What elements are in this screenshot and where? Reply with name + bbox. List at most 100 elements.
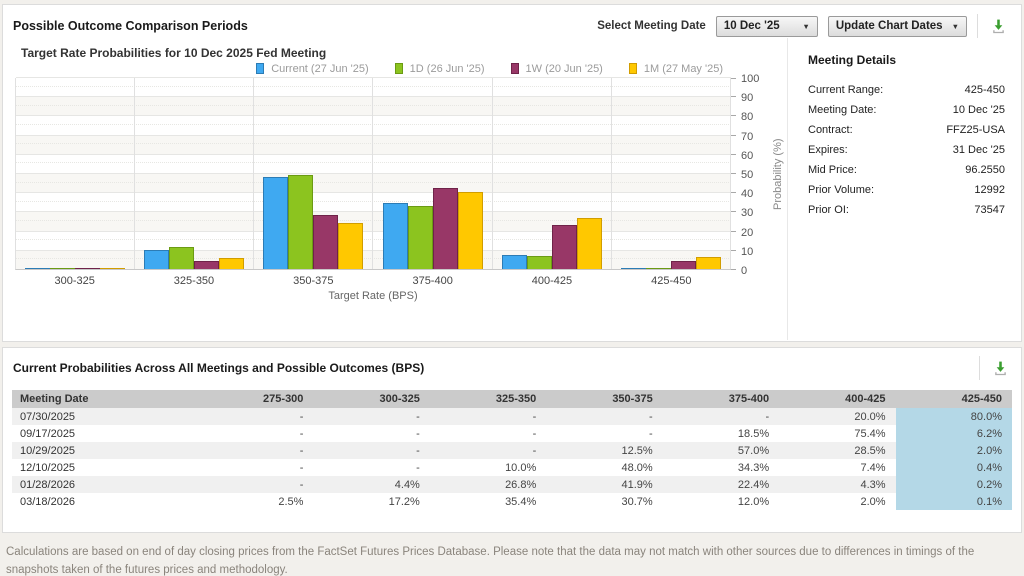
gridline-dotted	[16, 239, 731, 241]
probability-cell: -	[197, 459, 314, 476]
bar	[457, 192, 483, 269]
probability-cell: -	[197, 476, 314, 493]
column-header: 325-350	[429, 390, 547, 408]
update-chart-dates-button[interactable]: Update Chart Dates ▼	[827, 15, 967, 37]
table-header: Current Probabilities Across All Meeting…	[3, 348, 1021, 382]
gridline-dotted	[16, 162, 731, 164]
probability-cell: -	[429, 442, 547, 459]
probability-cell: 17.2%	[313, 493, 430, 510]
y-tick-label: 50	[741, 169, 754, 181]
x-tick-label: 350-375	[293, 275, 334, 287]
x-tick-label: 300-325	[54, 275, 95, 287]
legend-swatch-icon	[256, 63, 265, 74]
gridline	[16, 153, 731, 155]
bar	[50, 268, 76, 269]
chevron-down-icon: ▼	[802, 21, 810, 31]
detail-label: Prior OI:	[808, 204, 849, 216]
probability-cell: 0.2%	[895, 476, 1012, 493]
y-axis-title: Probability (%)	[772, 138, 784, 210]
update-chart-dates-label: Update Chart Dates	[835, 20, 943, 32]
probability-cell: 12.5%	[546, 442, 663, 459]
chart-area: 0 10 20 30 40 50 60 70 80 90 100 Probability (%)	[15, 73, 787, 277]
panel-body: Target Rate Probabilities for 10 Dec 202…	[3, 38, 1021, 340]
download-table-button[interactable]	[990, 360, 1011, 377]
detail-label: Expires:	[808, 144, 848, 156]
probability-cell: 20.0%	[779, 408, 896, 425]
meeting-date-select[interactable]: 10 Dec '25 ▼	[715, 15, 818, 37]
x-tick-label: 375-400	[412, 275, 453, 287]
detail-label: Current Range:	[808, 84, 884, 96]
download-chart-button[interactable]	[988, 18, 1009, 35]
detail-label: Contract:	[808, 124, 853, 136]
bar	[169, 246, 195, 269]
probability-cell: 80.0%	[895, 408, 1012, 425]
y-tick	[731, 230, 736, 232]
y-tick-label: 10	[741, 245, 754, 258]
y-tick	[731, 78, 736, 79]
divider	[979, 356, 980, 380]
gridline-dotted	[16, 124, 731, 125]
legend-item-3[interactable]: 1W (20 Jun '25)	[510, 63, 603, 75]
probability-cell: 22.4%	[662, 476, 780, 493]
detail-row: Prior Volume: 12992	[808, 184, 1005, 196]
bar-chart-plot	[15, 77, 731, 270]
y-tick	[731, 173, 736, 174]
meeting-date-cell: 09/17/2025	[12, 425, 197, 442]
y-tick	[731, 96, 736, 98]
probability-cell: -	[662, 408, 780, 425]
legend-item-4[interactable]: 1M (27 May '25)	[628, 63, 723, 75]
y-tick-label: 100	[741, 73, 760, 85]
column-header: 400-425	[779, 390, 896, 408]
probability-cell: 6.2%	[895, 425, 1012, 442]
y-tick	[731, 115, 736, 117]
probability-cell: 48.0%	[546, 459, 663, 476]
bar-group-350-375	[254, 78, 374, 269]
divider	[977, 14, 978, 38]
detail-value: 10 Dec '25	[952, 104, 1005, 116]
meeting-date-cell: 10/29/2025	[12, 442, 197, 459]
bar	[288, 174, 314, 269]
meeting-date-cell: 12/10/2025	[12, 459, 197, 476]
page-title: Possible Outcome Comparison Periods	[13, 19, 248, 33]
select-meeting-date-label: Select Meeting Date	[597, 20, 706, 32]
legend-item-1[interactable]: Current (27 Jun '25)	[256, 63, 369, 75]
probability-cell: -	[197, 408, 314, 425]
y-tick	[731, 249, 736, 251]
probability-cell: -	[546, 408, 663, 425]
detail-value: 425-450	[964, 84, 1005, 96]
probability-cell: -	[546, 425, 663, 442]
download-icon	[993, 19, 1004, 33]
y-tick	[731, 211, 736, 213]
gridline-dotted	[16, 220, 731, 221]
legend-swatch-icon	[510, 63, 519, 74]
table-row: 12/10/2025- -10.0% 48.0% 34.3% 7.4% 0.4%	[12, 459, 1012, 476]
column-header: 300-325	[313, 390, 430, 408]
meeting-date-cell: 03/18/2026	[12, 493, 197, 510]
table-title: Current Probabilities Across All Meeting…	[13, 361, 425, 375]
probability-cell: 0.1%	[895, 493, 1012, 510]
gridline	[16, 249, 731, 251]
gridline	[16, 96, 731, 98]
chart-title: Target Rate Probabilities for 10 Dec 202…	[21, 46, 327, 60]
probability-cell: 28.5%	[779, 442, 896, 459]
probability-cell: -	[429, 408, 547, 425]
legend-item-2[interactable]: 1D (26 Jun '25)	[394, 63, 485, 75]
gridline	[16, 115, 731, 117]
probability-cell: 0.4%	[895, 459, 1012, 476]
gridline-dotted	[16, 181, 731, 183]
probability-cell: 41.9%	[546, 476, 663, 493]
gridline-dotted	[16, 258, 731, 260]
x-tick-label: 400-425	[531, 275, 573, 287]
panel-header: Possible Outcome Comparison Periods Sele…	[3, 5, 1021, 38]
gridline-dotted	[16, 104, 731, 106]
bar-group-400-425	[493, 78, 612, 269]
probability-cell: -	[313, 459, 430, 476]
bar	[382, 203, 408, 269]
detail-label: Meeting Date:	[808, 104, 877, 116]
meeting-details-title: Meeting Details	[808, 53, 897, 67]
meeting-date-cell: 07/30/2025	[12, 408, 197, 425]
table-head: Meeting Date 275-300 300-325 325-350 350-375…	[12, 390, 1012, 408]
y-tick-label: 70	[741, 130, 754, 143]
download-icon	[995, 361, 1006, 375]
x-tick-label: 325-350	[173, 275, 215, 287]
